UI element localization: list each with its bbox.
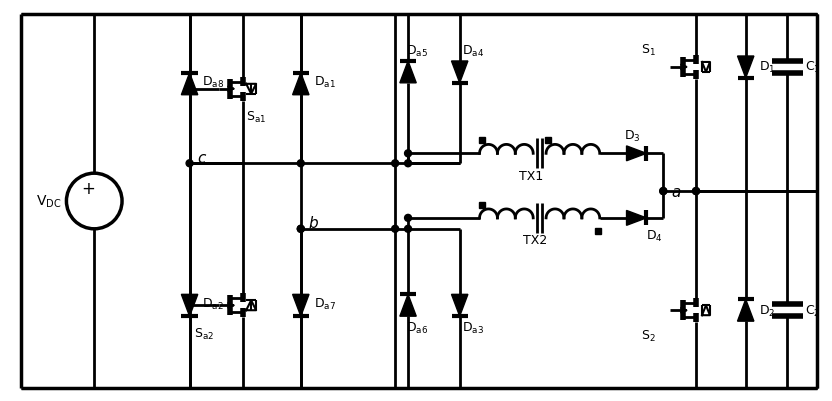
Text: D$_{\rm a2}$: D$_{\rm a2}$ [202,296,224,311]
Text: D$_3$: D$_3$ [624,129,641,144]
Text: D$_{\rm a3}$: D$_{\rm a3}$ [462,320,483,335]
Circle shape [297,160,305,167]
Circle shape [404,160,412,167]
Polygon shape [626,146,646,161]
Circle shape [186,160,193,167]
Text: C$_2$: C$_2$ [805,303,820,318]
Text: TX1: TX1 [519,169,543,182]
Text: S$_2$: S$_2$ [641,328,656,343]
Polygon shape [452,62,468,83]
Text: D$_4$: D$_4$ [646,229,663,244]
Circle shape [660,188,666,195]
Circle shape [392,226,399,233]
Circle shape [297,226,305,233]
Circle shape [660,188,666,195]
Text: S$_{\rm a1}$: S$_{\rm a1}$ [246,110,266,125]
Circle shape [404,150,412,158]
Text: S$_1$: S$_1$ [641,43,656,57]
Circle shape [692,188,700,195]
Text: D$_{\rm a6}$: D$_{\rm a6}$ [406,320,428,335]
Text: D$_{\rm a7}$: D$_{\rm a7}$ [314,296,335,311]
Polygon shape [626,211,646,226]
Circle shape [404,226,412,233]
Text: D$_{\rm a4}$: D$_{\rm a4}$ [462,43,483,59]
Text: S$_{\rm a2}$: S$_{\rm a2}$ [194,326,214,341]
Polygon shape [181,74,198,95]
Polygon shape [293,74,309,95]
Text: D$_1$: D$_1$ [759,60,775,75]
Circle shape [297,226,305,233]
Text: D$_2$: D$_2$ [759,303,775,318]
Polygon shape [400,295,416,316]
Text: +: + [82,180,95,198]
Text: c: c [197,150,206,165]
Text: D$_{\rm a1}$: D$_{\rm a1}$ [314,75,335,90]
Circle shape [692,188,700,195]
Text: b: b [309,216,319,231]
Polygon shape [737,57,754,79]
Polygon shape [181,295,198,316]
Circle shape [404,215,412,222]
Circle shape [392,160,399,167]
Text: V$_{\rm DC}$: V$_{\rm DC}$ [36,193,62,210]
Text: a: a [671,184,681,199]
Text: D$_{\rm a5}$: D$_{\rm a5}$ [406,43,428,59]
Text: D$_{\rm a8}$: D$_{\rm a8}$ [202,75,225,90]
Polygon shape [400,62,416,83]
Polygon shape [293,295,309,316]
Text: C$_1$: C$_1$ [805,60,821,75]
Polygon shape [452,295,468,316]
Polygon shape [737,300,754,321]
Text: TX2: TX2 [523,234,547,247]
